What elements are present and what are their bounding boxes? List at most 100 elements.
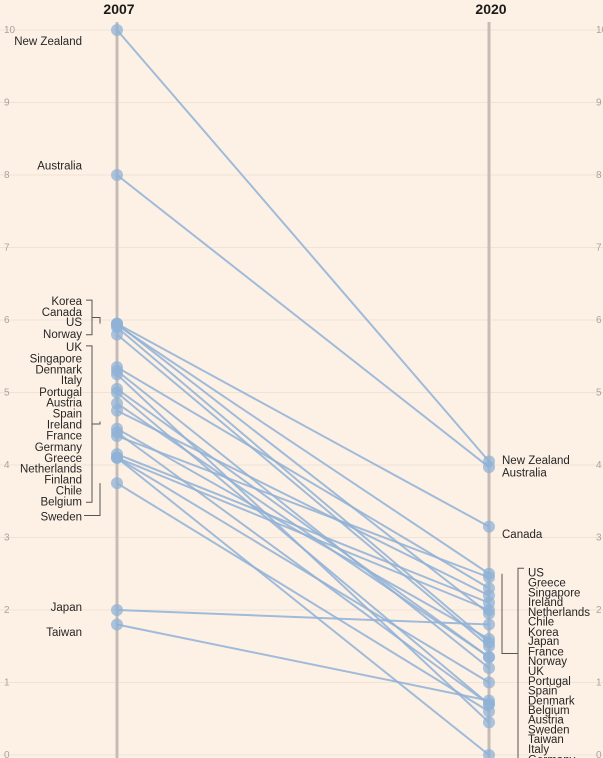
label-brackets: [84, 299, 524, 758]
line-belgium: [116, 456, 490, 684]
label-2007-italy: Italy: [61, 375, 82, 387]
dot-2020-denmark: [483, 662, 495, 674]
line-portugal: [116, 388, 490, 658]
series-lines: [116, 29, 490, 756]
label-2007-canada: Canada: [42, 307, 83, 319]
y-tick-left: 3: [4, 533, 10, 544]
label-2020-singapore: Singapore: [528, 588, 580, 600]
line-denmark: [116, 369, 490, 669]
label-2020-chile: Chile: [528, 617, 554, 629]
dot-2020-australia: [483, 461, 495, 474]
dot-2007-greece: [111, 430, 123, 442]
dot-2020-sweden: [483, 705, 495, 718]
label-2020-austria: Austria: [528, 714, 564, 726]
label-2007-chile: Chile: [56, 485, 82, 497]
label-2007-taiwan: Taiwan: [46, 627, 82, 639]
dot-2020-taiwan: [483, 694, 495, 707]
dot-2020-spain: [483, 651, 495, 664]
y-tick-labels: 0 0 1 1 2 2 3 3 4 4 5 5 6 6 7 7 8 8 9 9 10 10: [4, 25, 603, 758]
label-2007-sweden: Sweden: [40, 511, 82, 523]
line-sweden: [116, 482, 490, 713]
line-new-zealand: [116, 29, 490, 463]
label-2007-korea: Korea: [51, 296, 82, 308]
line-ireland: [116, 409, 490, 597]
label-2007-japan: Japan: [51, 602, 82, 614]
y-tick-left: 7: [4, 243, 10, 254]
dot-2007-belgium: [111, 451, 123, 464]
label-2020-taiwan: Taiwan: [528, 734, 564, 746]
dot-2007-austria: [111, 386, 123, 399]
y-tick-left: 10: [4, 25, 16, 36]
label-2020-korea: Korea: [528, 627, 559, 639]
bracket-2020: [501, 567, 524, 758]
y-tick-right: 10: [596, 25, 603, 36]
label-2007-netherlands: Netherlands: [20, 464, 82, 476]
label-2020-japan: Japan: [528, 636, 559, 648]
y-tick-right: 1: [596, 678, 602, 689]
label-2020-new-zealand: New Zealand: [502, 455, 570, 467]
dot-2007-taiwan: [111, 618, 123, 631]
line-japan: [116, 609, 490, 626]
label-2020-greece: Greece: [528, 577, 566, 589]
y-tick-left: 6: [4, 315, 10, 326]
y-tick-right: 6: [596, 315, 602, 326]
line-norway: [116, 326, 490, 644]
y-tick-right: 2: [596, 605, 602, 616]
line-spain: [116, 402, 490, 658]
y-tick-right: 4: [596, 460, 602, 471]
label-2020-canada: Canada: [502, 529, 543, 541]
label-2007-greece: Greece: [44, 453, 82, 465]
dot-2007-italy: [111, 368, 123, 381]
line-uk: [116, 333, 490, 648]
line-finland: [116, 456, 490, 756]
dot-2020-italy: [483, 716, 495, 729]
label-2020-netherlands: Netherlands: [528, 607, 590, 619]
dot-2020-chile: [483, 604, 495, 616]
label-2020-portugal: Portugal: [528, 676, 571, 688]
y-tick-left: 4: [4, 460, 10, 471]
label-2020-belgium: Belgium: [528, 705, 570, 717]
label-2020-denmark: Denmark: [528, 696, 575, 708]
line-us: [116, 324, 490, 575]
label-2020-australia: Australia: [502, 467, 547, 479]
label-2007-new-zealand: New Zealand: [14, 36, 82, 48]
dot-2020-finland: [483, 749, 495, 758]
y-tick-right: 0: [596, 750, 602, 758]
label-2020-germany: Germany: [528, 754, 576, 758]
y-tick-right: 5: [596, 388, 602, 399]
gridlines: [0, 29, 603, 756]
dot-2020-canada: [483, 520, 495, 533]
label-2020-uk: UK: [528, 666, 544, 678]
dot-2020-greece: [483, 571, 495, 584]
dot-2007-australia: [111, 169, 123, 181]
line-singapore: [116, 366, 490, 590]
line-germany: [116, 431, 490, 706]
dot-2007-new-zealand: [111, 24, 123, 36]
bracket-2007: [86, 299, 101, 336]
bracket-2007: [86, 345, 101, 503]
label-2020-sweden: Sweden: [528, 725, 570, 737]
label-2007-denmark: Denmark: [35, 364, 82, 376]
label-2007-uk: UK: [66, 342, 82, 354]
year-label-2020: 2020: [475, 1, 506, 17]
dot-2007-ireland: [111, 404, 123, 417]
y-tick-right: 9: [596, 98, 602, 109]
y-tick-left: 9: [4, 98, 10, 109]
dot-2007-uk: [111, 328, 123, 341]
label-2007-australia: Australia: [37, 161, 82, 173]
y-tick-left: 8: [4, 170, 10, 181]
label-2007-austria: Austria: [46, 398, 82, 410]
dot-2020-belgium: [483, 676, 495, 689]
label-2020-spain: Spain: [528, 685, 557, 697]
label-2020-italy: Italy: [528, 744, 549, 756]
country-labels: New ZealandAustraliaKoreaCanadaUSNorwayU…: [14, 36, 590, 758]
dot-2020-france: [483, 633, 495, 645]
label-2007-germany: Germany: [35, 442, 83, 454]
label-2007-norway: Norway: [43, 329, 82, 341]
year-label-2007: 2007: [103, 1, 134, 17]
label-2007-belgium: Belgium: [40, 496, 82, 508]
dot-2007-sweden: [111, 477, 123, 490]
label-2020-us: US: [528, 567, 544, 579]
label-2007-singapore: Singapore: [30, 353, 82, 365]
